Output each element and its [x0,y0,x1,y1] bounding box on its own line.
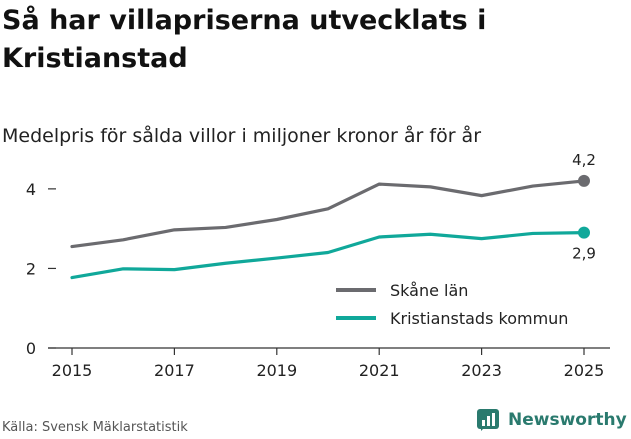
y-tick-label: 4 [26,180,36,199]
x-tick-label: 2023 [461,361,502,380]
x-tick-label: 2015 [52,361,93,380]
x-tick-label: 2025 [564,361,605,380]
brand-logo: Newsworthy [476,408,627,432]
x-tick-label: 2017 [154,361,195,380]
legend-label: Skåne län [390,281,468,300]
end-value-label: 2,9 [572,245,596,263]
y-tick-label: 0 [26,339,36,358]
newsworthy-logo-icon [477,409,499,431]
y-tick-label: 2 [26,259,36,278]
brand-name: Newsworthy [508,410,627,430]
series-line-kristianstad [70,231,586,280]
end-value-label: 4,2 [572,151,596,169]
x-tick-label: 2019 [256,361,297,380]
x-tick-label: 2021 [359,361,400,380]
legend-label: Kristianstads kommun [390,309,568,328]
chart-subtitle: Medelpris för sålda villor i miljoner kr… [2,125,482,147]
end-point-marker [578,226,590,239]
end-point-marker [578,174,590,187]
source-note: Källa: Svensk Mäklarstatistik [2,420,188,435]
chart-title: Så har villapriserna utvecklats i Kristi… [2,5,487,74]
